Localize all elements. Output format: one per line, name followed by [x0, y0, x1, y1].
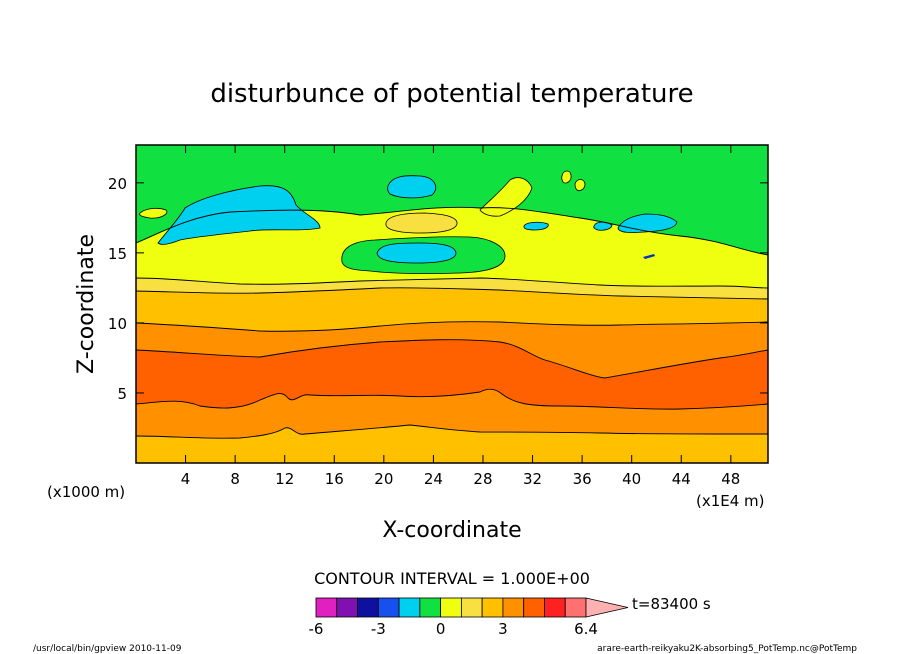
- y-axis-label: Z-coordinate: [74, 234, 99, 374]
- x-tick-label: 4: [181, 470, 191, 488]
- plot-frame: [135, 144, 769, 464]
- colorbar-segment: [460, 597, 483, 618]
- footer-left: /usr/local/bin/gpview 2010-11-09: [33, 644, 182, 654]
- x-tick-label: 12: [275, 470, 294, 488]
- y-unit-note: (x1000 m): [47, 483, 125, 501]
- chart-title: disturbunce of potential temperature: [210, 79, 693, 109]
- anomaly-yellow-peak: [479, 177, 533, 217]
- anomaly-cyan-left: [157, 185, 321, 245]
- band-gold-lower: [136, 425, 768, 463]
- x-tick-label: 32: [523, 470, 542, 488]
- anomaly-yellow-dot-1: [561, 170, 572, 184]
- x-tick-label: 28: [473, 470, 492, 488]
- colorbar: [315, 597, 629, 618]
- colorbar-arrow: [585, 597, 629, 618]
- colorbar-segment: [564, 597, 587, 618]
- colorbar-segment: [357, 597, 379, 618]
- colorbar-segment: [440, 597, 462, 618]
- x-tick-label: 48: [721, 470, 740, 488]
- y-tick-label: 10: [108, 315, 127, 333]
- x-axis: 4 8 12 16 20 24 28 32 36 40 44 48: [181, 145, 740, 488]
- x-tick-label: 36: [573, 470, 592, 488]
- colorbar-tick-label: 6.4: [574, 620, 598, 638]
- colorbar-tick-label: -6: [309, 620, 324, 638]
- y-tick-label: 5: [117, 385, 127, 403]
- contour-interval-text: CONTOUR INTERVAL = 1.000E+00: [314, 569, 590, 588]
- colorbar-tick-label: -3: [371, 620, 386, 638]
- anomaly-yellow-middle: [385, 212, 458, 234]
- x-tick-label: 16: [325, 470, 344, 488]
- colorbar-segment: [377, 597, 400, 618]
- x-unit-note: (x1E4 m): [696, 492, 765, 510]
- anomaly-cyan-top: [387, 175, 437, 199]
- colorbar-segment: [336, 597, 358, 618]
- x-tick-label: 40: [622, 470, 641, 488]
- x-tick-label: 24: [424, 470, 443, 488]
- colorbar-labels: -6 -3 0 3 6.4: [309, 620, 598, 638]
- y-tick-label: 15: [108, 245, 127, 263]
- colorbar-segment: [398, 597, 421, 618]
- anomaly-yellow-dot-2: [574, 179, 586, 192]
- anomaly-yellow-left: [139, 207, 168, 219]
- colorbar-tick-label: 0: [436, 620, 446, 638]
- anomaly-dash: [643, 254, 655, 259]
- colorbar-segment: [315, 597, 338, 618]
- colorbar-segment: [481, 597, 504, 618]
- colorbar-segment: [502, 597, 525, 618]
- anomaly-cyan-small-1: [523, 221, 549, 231]
- colorbar-tick-label: 3: [498, 620, 508, 638]
- x-axis-label: X-coordinate: [382, 518, 521, 543]
- y-axis: 5 10 15 20: [108, 175, 768, 403]
- contour-lines: [135, 206, 769, 439]
- colorbar-segment: [523, 597, 545, 618]
- time-label: t=83400 s: [632, 595, 711, 613]
- x-tick-label: 44: [672, 470, 691, 488]
- anomaly-cyan-middle: [376, 242, 457, 264]
- footer-right: arare-earth-reikyaku2K-absorbing5_PotTem…: [597, 644, 857, 654]
- x-tick-label: 8: [230, 470, 240, 488]
- x-tick-label: 20: [374, 470, 393, 488]
- plot-area: [135, 144, 769, 464]
- colorbar-segment: [544, 597, 566, 618]
- y-tick-label: 20: [108, 175, 127, 193]
- colorbar-segment: [419, 597, 442, 618]
